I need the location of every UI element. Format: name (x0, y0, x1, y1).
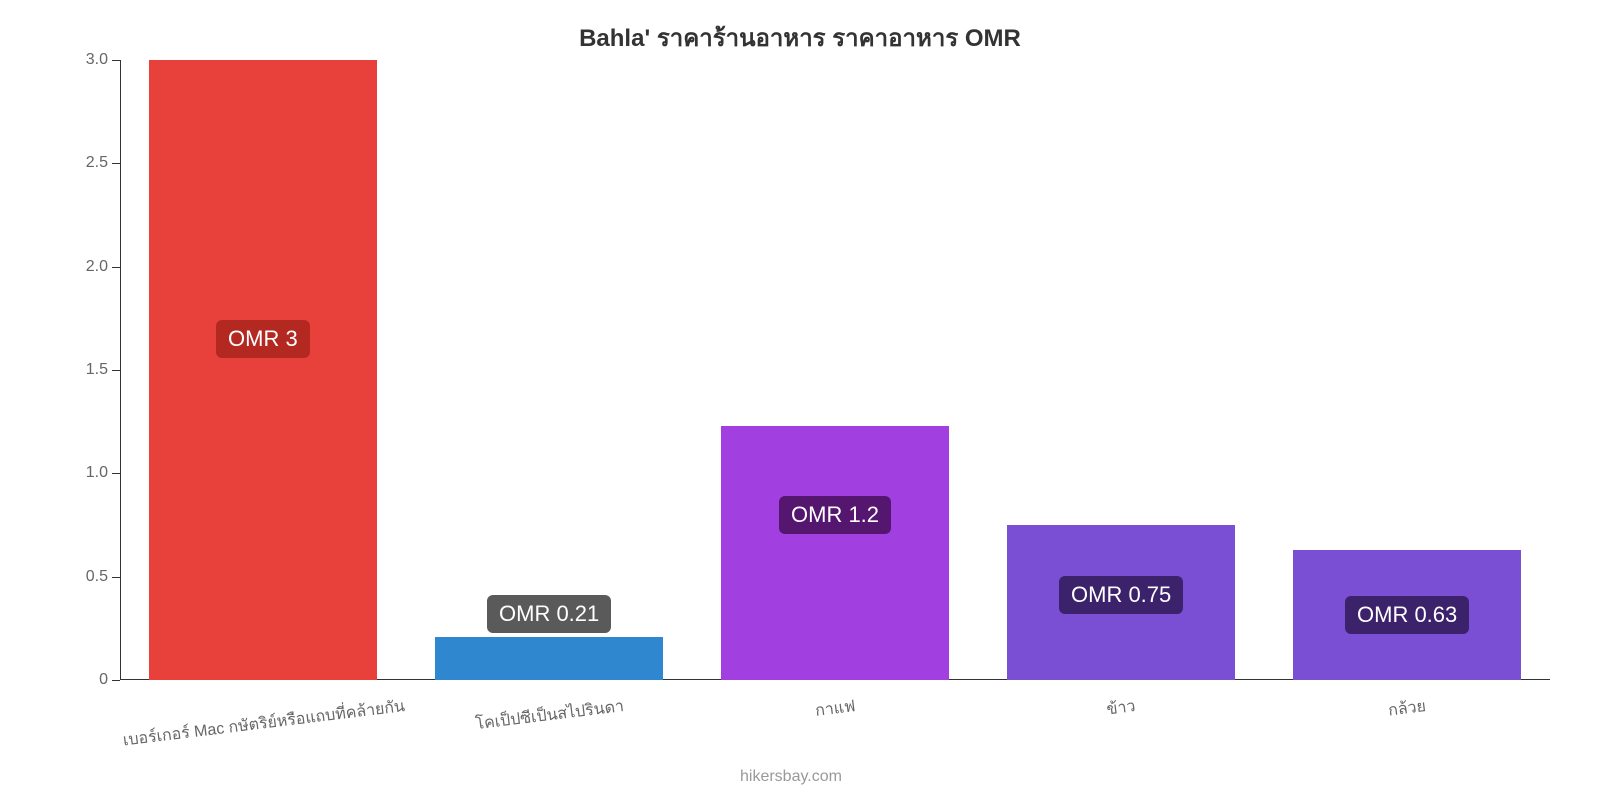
y-tick-label: 2.0 (86, 258, 120, 276)
bar-value-label: OMR 1.2 (779, 496, 891, 534)
bar-value-label: OMR 0.75 (1059, 576, 1183, 614)
x-tick-label: เบอร์เกอร์ Mac กษัตริย์หรือแถบที่คล้ายกั… (122, 694, 407, 753)
plot-area: 00.51.01.52.02.53.0 OMR 3OMR 0.21OMR 1.2… (120, 60, 1550, 680)
chart-title: Bahla' ราคาร้านอาหาร ราคาอาหาร OMR (0, 18, 1600, 57)
bar (149, 60, 378, 680)
y-tick-label: 3.0 (86, 51, 120, 69)
y-tick-label: 2.5 (86, 154, 120, 172)
bar-value-label: OMR 3 (216, 320, 310, 358)
bar-value-label: OMR 0.21 (487, 595, 611, 633)
bar (721, 426, 950, 680)
bar (435, 637, 664, 680)
attribution-text: hikersbay.com (740, 768, 842, 786)
bar-value-label: OMR 0.63 (1345, 596, 1469, 634)
bar-chart: Bahla' ราคาร้านอาหาร ราคาอาหาร OMR 0 0.5 1… (0, 0, 1600, 800)
y-tick-label: 1.5 (86, 361, 120, 379)
x-tick-label: กาแฟ (814, 694, 857, 724)
y-tick-label: 0.5 (86, 568, 120, 586)
y-axis-line (120, 60, 121, 680)
y-tick-label: 1.0 (86, 464, 120, 482)
x-tick-label: กล้วย (1387, 694, 1428, 723)
x-tick-label: ข้าว (1105, 694, 1137, 722)
y-tick-label: 0 (99, 671, 120, 689)
x-tick-label: โคเป็ปซีเป็นสไปรินดา (474, 694, 625, 737)
